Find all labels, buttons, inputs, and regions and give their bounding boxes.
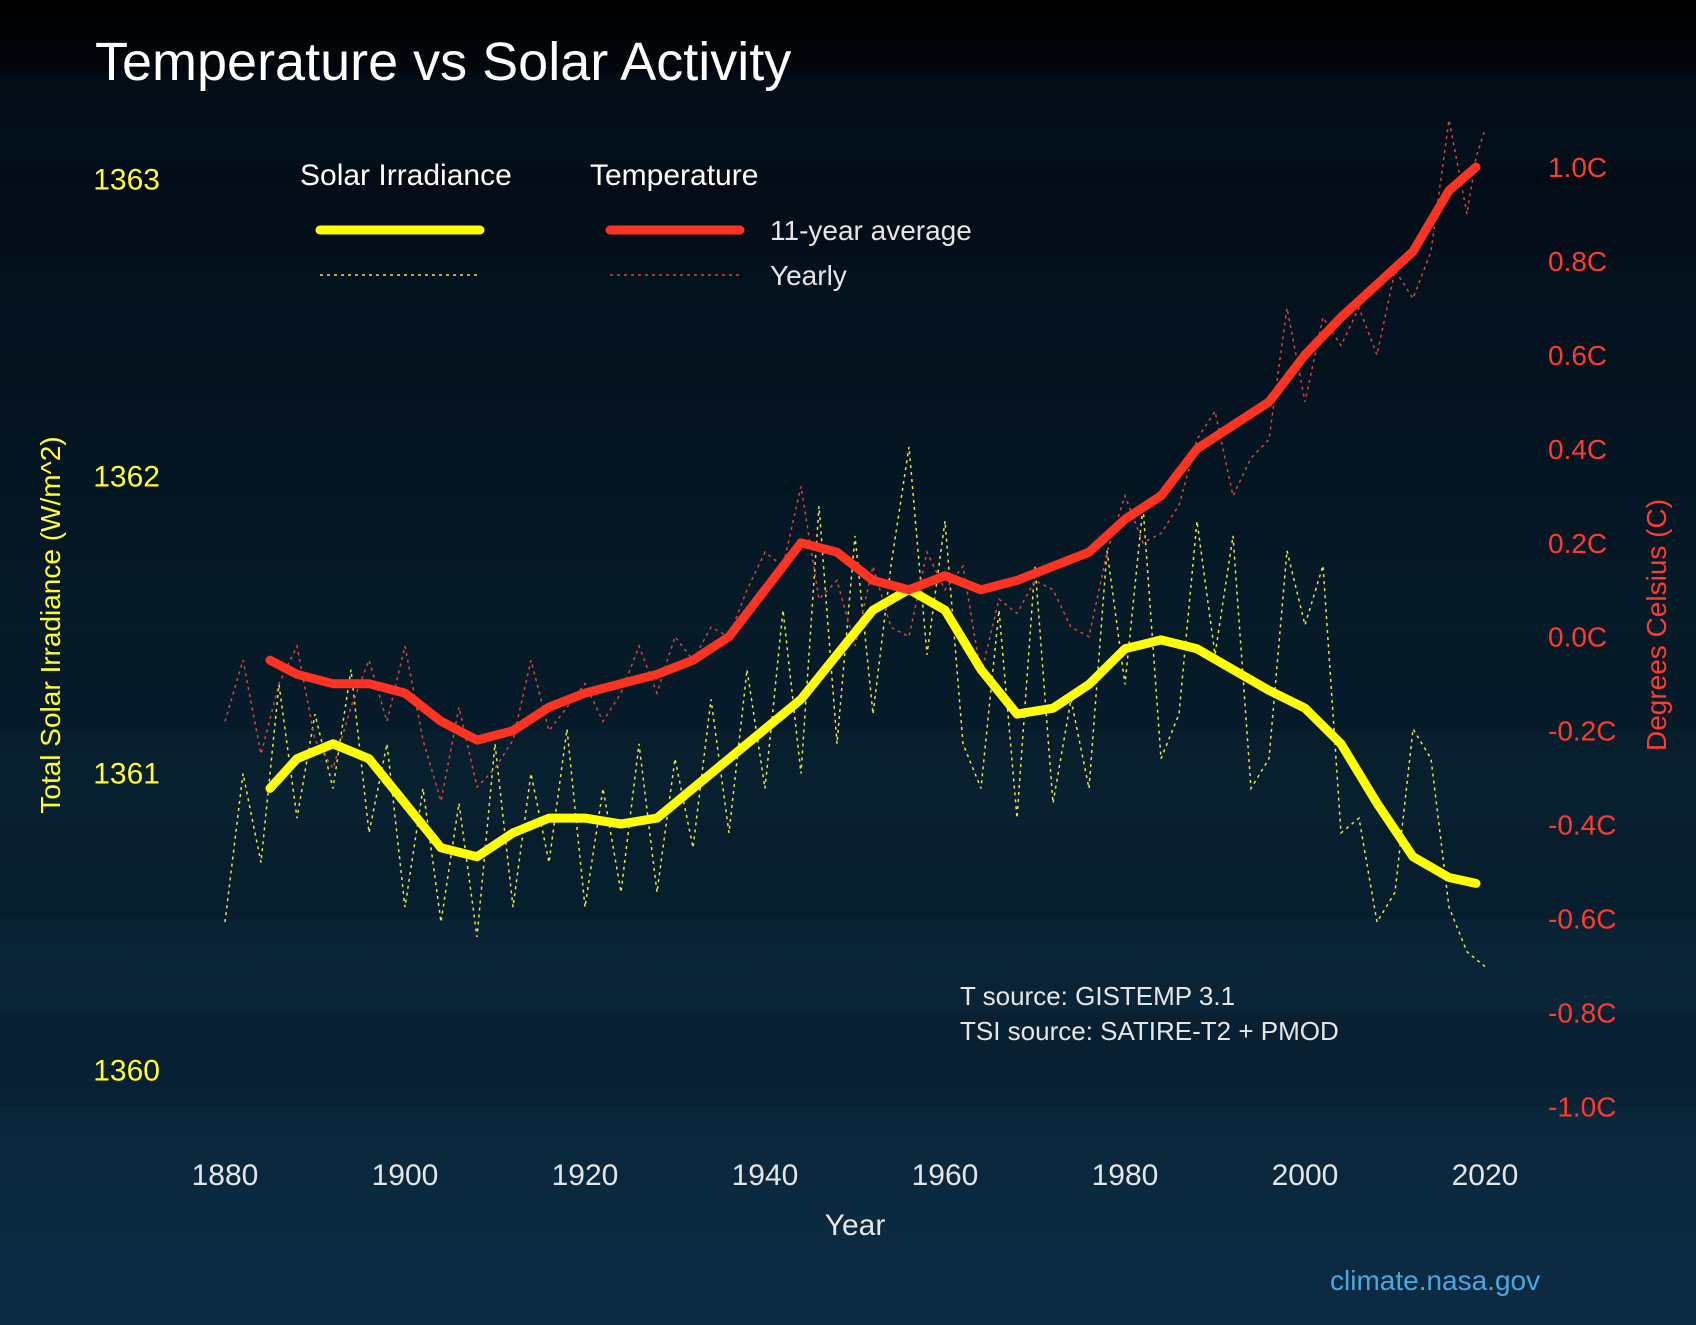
ytick-right: -1.0C (1548, 1092, 1616, 1123)
ytick-right: 0.4C (1548, 434, 1607, 465)
ytick-left: 1362 (93, 460, 160, 493)
xtick: 1980 (1092, 1159, 1159, 1192)
ytick-right: -0.2C (1548, 716, 1616, 747)
chart-container: Temperature vs Solar Activity 1360 1361 136… (0, 0, 1696, 1325)
xtick: 2020 (1452, 1159, 1519, 1192)
xtick: 2000 (1272, 1159, 1339, 1192)
ytick-right: 0.6C (1548, 340, 1607, 371)
ytick-left: 1360 (93, 1055, 160, 1088)
ytick-right: -0.8C (1548, 998, 1616, 1029)
ytick-left: 1363 (93, 163, 160, 196)
ytick-right: 1.0C (1548, 152, 1607, 183)
xtick: 1960 (912, 1159, 979, 1192)
y-axis-right-label: Degrees Celsius (C) (1641, 499, 1672, 751)
grid-band (0, 1013, 1696, 1107)
xtick: 1920 (552, 1159, 619, 1192)
xtick: 1880 (192, 1159, 259, 1192)
xtick: 1900 (372, 1159, 439, 1192)
legend-solar-header: Solar Irradiance (300, 159, 512, 192)
x-axis-label: Year (825, 1209, 886, 1242)
ytick-right: 0.0C (1548, 622, 1607, 653)
credit-link[interactable]: climate.nasa.gov (1330, 1265, 1540, 1296)
ytick-right: 0.8C (1548, 246, 1607, 277)
grid-band (0, 261, 1696, 355)
legend-avg-label: 11-year average (770, 215, 972, 246)
ytick-left: 1361 (93, 758, 160, 791)
chart-svg: Temperature vs Solar Activity 1360 1361 136… (0, 0, 1696, 1325)
legend-yearly-label: Yearly (770, 260, 847, 291)
ytick-right: 0.2C (1548, 528, 1607, 559)
source-line-1: T source: GISTEMP 3.1 (960, 981, 1235, 1011)
xtick: 1940 (732, 1159, 799, 1192)
legend-temp-header: Temperature (590, 159, 758, 192)
ytick-right: -0.6C (1548, 904, 1616, 935)
ytick-right: -0.4C (1548, 810, 1616, 841)
chart-title: Temperature vs Solar Activity (95, 32, 791, 92)
source-line-2: TSI source: SATIRE-T2 + PMOD (960, 1016, 1339, 1046)
grid-band (0, 449, 1696, 543)
y-axis-left-label: Total Solar Irradiance (W/m^2) (35, 436, 66, 813)
